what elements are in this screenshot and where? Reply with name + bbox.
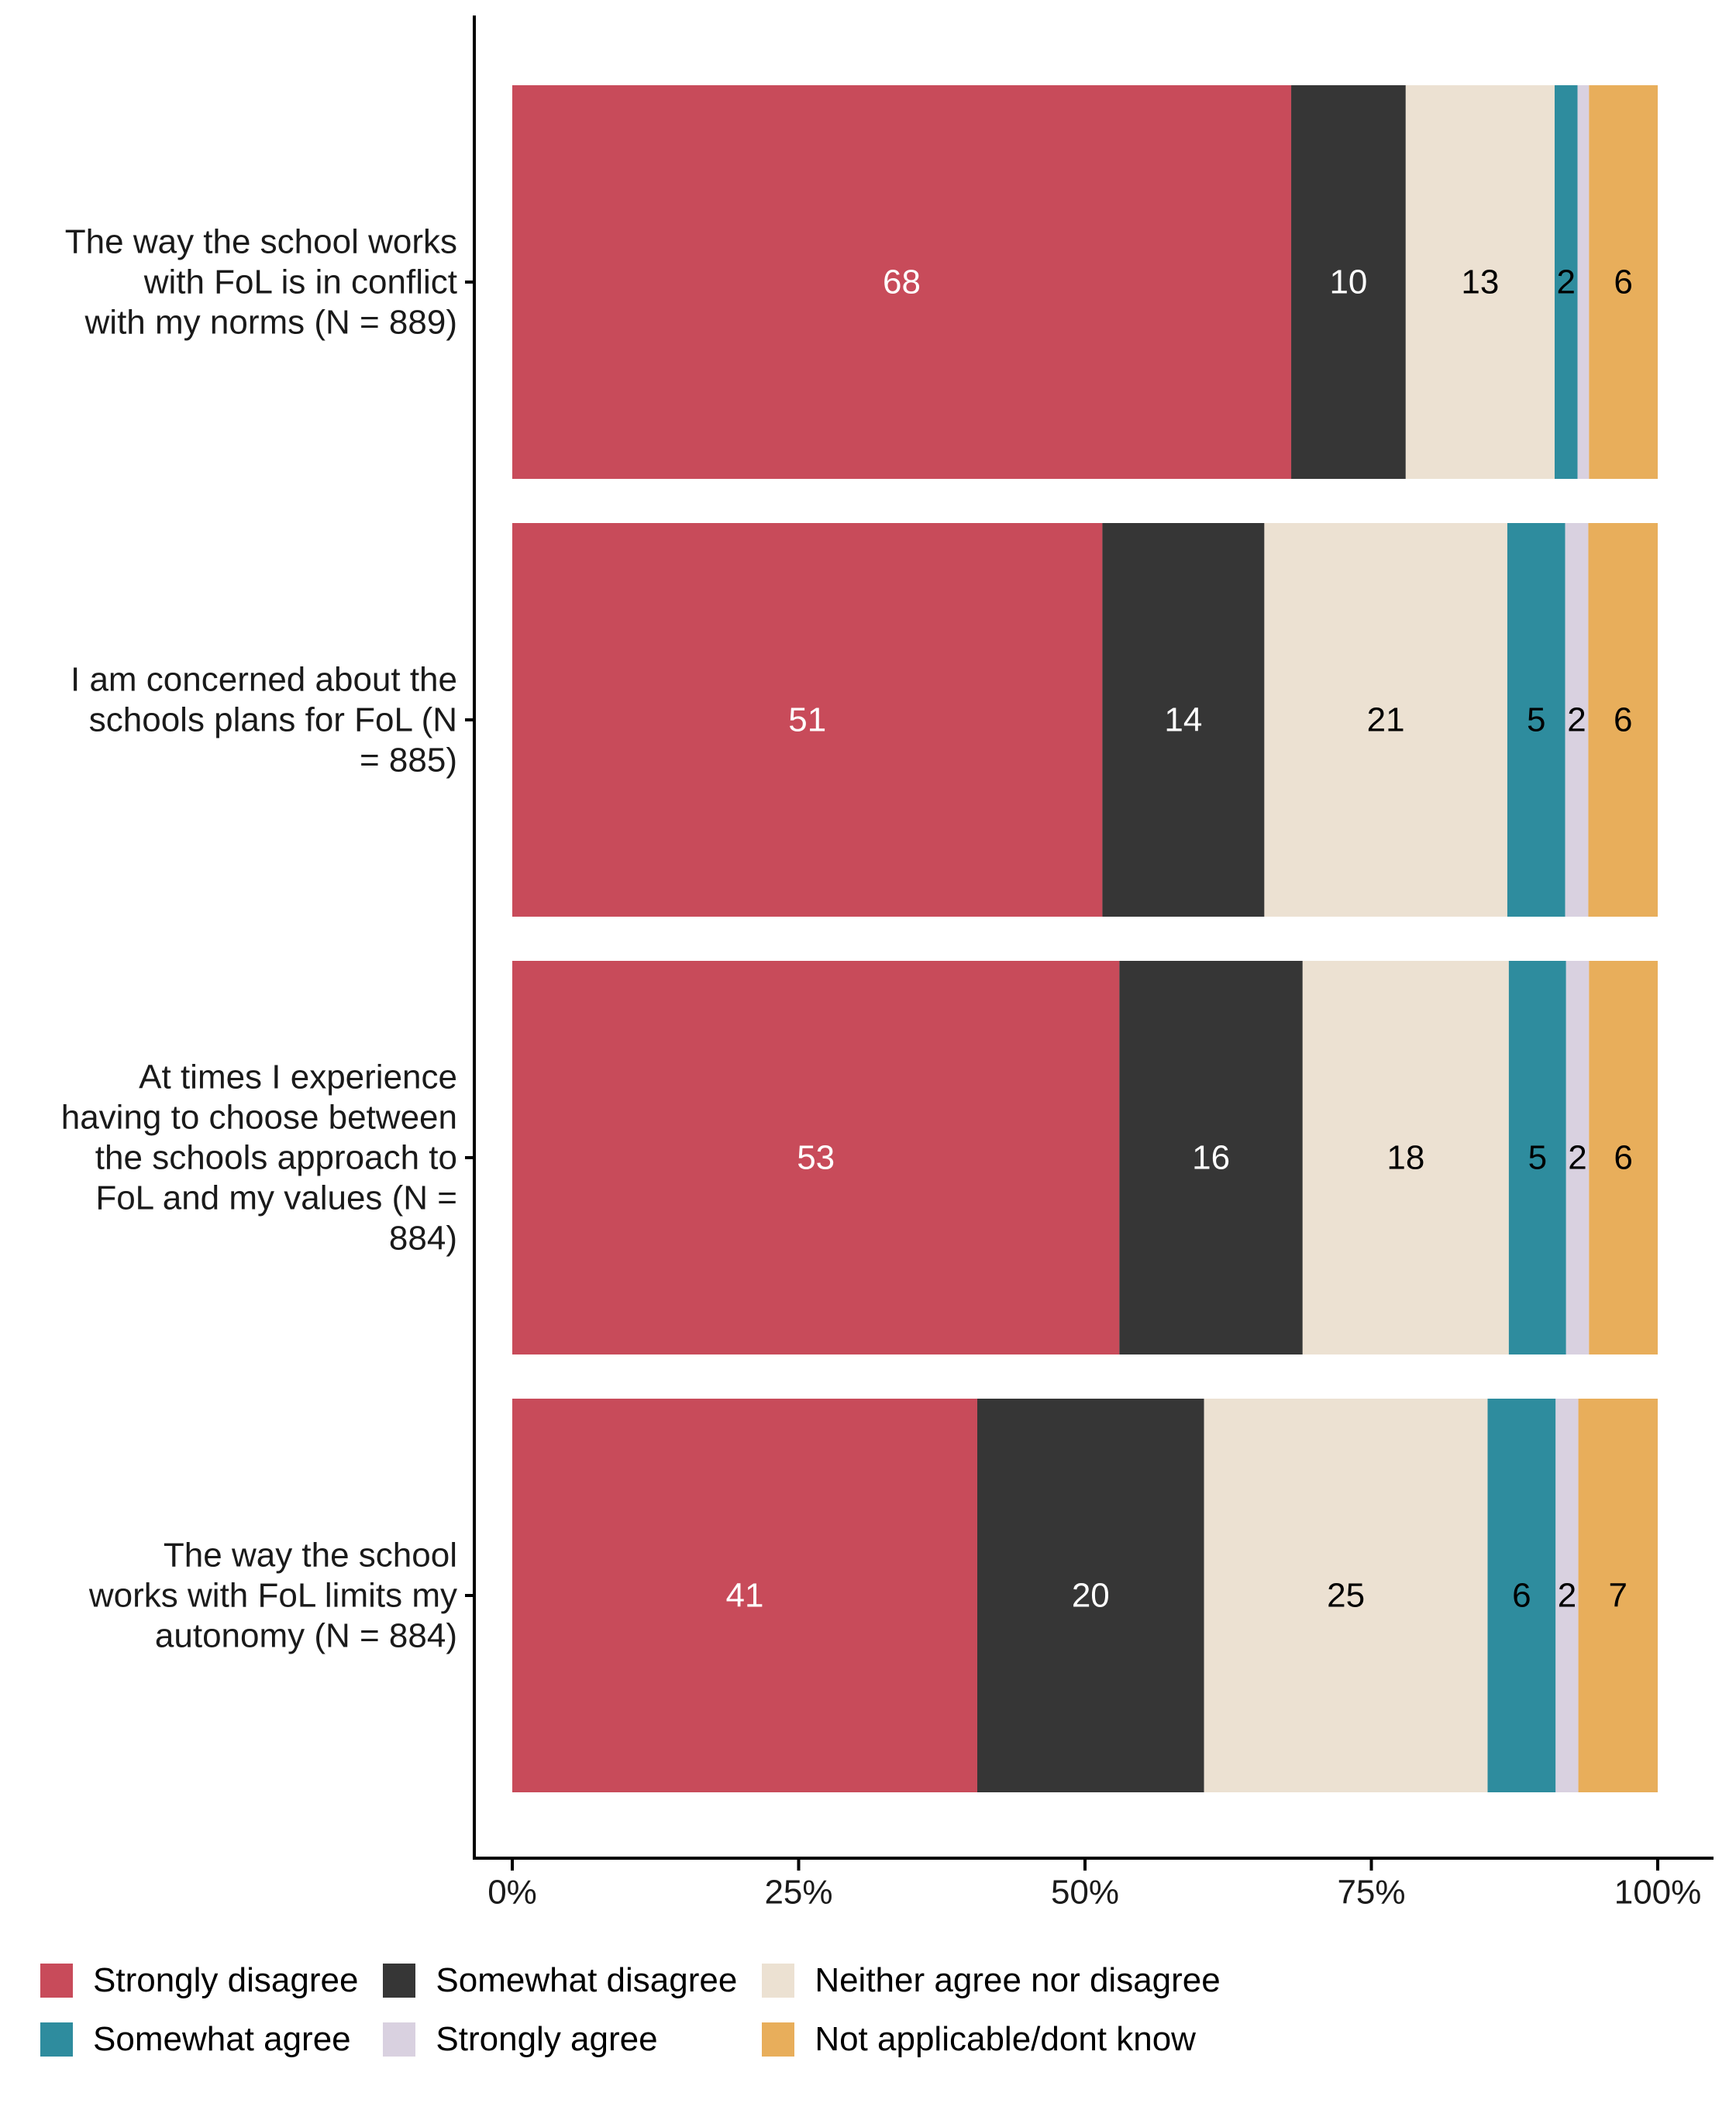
bar-segment-somewhat-disagree [1291,85,1406,479]
segment-value-label: 41 [726,1577,764,1615]
bar-segment-somewhat-disagree [976,1399,1204,1792]
legend: Strongly disagree Somewhat disagree Neithe… [40,1959,1231,2061]
bar-segment-not-applicable-dont-know [1588,523,1658,917]
bar-segment-somewhat-agree [1508,961,1566,1354]
legend-label: Somewhat agree [93,2020,351,2058]
legend-item: Somewhat agree [40,2018,369,2061]
legend-swatch [383,1964,416,1998]
segment-value-label: 68 [883,263,921,301]
x-ticks-layer: 0% 25% 50% 75% 100% [465,281,1702,1912]
bar-segment-strongly-agree [1566,961,1590,1354]
bar-segment-neither-agree-nor-disagree [1302,961,1509,1354]
bar-segment-neither-agree-nor-disagree [1204,1399,1488,1792]
bar-segment-somewhat-disagree [1119,961,1303,1354]
bar-segment-strongly-agree [1577,85,1590,479]
category-label-line: schools plans for FoL (N [89,701,457,739]
bar-segment-strongly-agree [1555,1399,1579,1792]
segment-value-label: 20 [1072,1577,1110,1615]
segment-value-label: 18 [1386,1139,1424,1177]
bar-segment-not-applicable-dont-know [1589,961,1658,1354]
legend-label: Not applicable/dont know [815,2020,1196,2058]
segment-value-label: 6 [1512,1577,1531,1615]
segment-value-label: 21 [1367,701,1405,739]
legend-label: Neither agree nor disagree [815,1961,1221,1999]
legend-item: Not applicable/dont know [762,2018,1231,2061]
bar-segment-strongly-disagree [512,961,1120,1354]
bar-segment-not-applicable-dont-know [1578,1399,1658,1792]
x-tick-label: 75% [1337,1874,1405,1912]
segment-value-label: 51 [788,701,826,739]
segment-value-label: 6 [1614,263,1632,301]
segment-value-label: 2 [1567,701,1586,739]
x-tick-label: 50% [1051,1874,1119,1912]
category-label: I am concerned about the schools plans fo… [71,661,457,780]
legend-item: Strongly agree [383,2018,748,2061]
segment-value-label: 6 [1614,1139,1632,1177]
bar-segment-somewhat-agree [1554,85,1578,479]
legend-label: Strongly agree [436,2020,658,2058]
category-label-line: At times I experience [139,1058,457,1096]
category-label-line: I am concerned about the [71,661,457,699]
category-label: The way the school works with FoL limits … [88,1537,457,1655]
bar-segment-neither-agree-nor-disagree [1264,523,1507,917]
legend-item: Somewhat disagree [383,1959,748,2002]
category-label-line: having to choose between [61,1099,457,1137]
bar-segment-strongly-disagree [512,1399,977,1792]
bars-layer [512,85,1658,1792]
category-label-line: the schools approach to [95,1139,457,1177]
category-label-line: FoL and my values (N = [95,1179,457,1217]
legend-item: Neither agree nor disagree [762,1959,1231,2002]
legend-swatch [762,1964,795,1998]
legend-swatch [40,1964,73,1998]
x-tick-label: 0% [487,1874,537,1912]
segment-value-label: 14 [1164,701,1202,739]
x-tick-label: 100% [1614,1874,1702,1912]
segment-value-label: 25 [1327,1577,1365,1615]
category-label-line: The way the school works [65,223,457,261]
bar-segment-not-applicable-dont-know [1589,85,1658,479]
category-label-line: The way the school [164,1537,457,1575]
legend-label: Strongly disagree [93,1961,359,1999]
x-tick-label: 25% [764,1874,832,1912]
segment-value-label: 5 [1528,1139,1547,1177]
segment-value-label: 53 [797,1139,835,1177]
category-label-line: 884) [389,1220,457,1258]
segment-value-label: 16 [1192,1139,1230,1177]
segment-value-label: 10 [1329,263,1367,301]
bar-segment-somewhat-agree [1507,523,1566,917]
segment-value-label: 2 [1568,1139,1586,1177]
segment-labels-layer: 68 10 13 2 651 14 21 5 2 653 16 18 5 2 641 20 25 6 2 7 [726,263,1633,1615]
legend-swatch [383,2022,416,2057]
legend-item: Strongly disagree [40,1959,369,2002]
category-label-line: with my norms (N = 889) [84,304,457,342]
segment-value-label: 2 [1557,263,1576,301]
axes-layer [473,15,1714,1860]
bar-segment-strongly-disagree [512,85,1292,479]
category-label: At times I experience having to choose be… [61,1058,457,1258]
category-label: The way the school works with FoL is in c… [65,223,457,342]
category-labels-layer: The way the school works with FoL is in c… [61,223,457,1655]
category-label-line: = 885) [360,742,457,780]
category-label-line: with FoL is in conflict [143,263,457,301]
segment-value-label: 2 [1558,1577,1576,1615]
category-label-line: works with FoL limits my [88,1577,457,1615]
bar-segment-somewhat-disagree [1102,523,1265,917]
legend-swatch [762,2022,795,2057]
bar-segment-strongly-disagree [512,523,1103,917]
bar-segment-neither-agree-nor-disagree [1405,85,1555,479]
legend-label: Somewhat disagree [436,1961,738,1999]
legend-swatch [40,2022,73,2057]
segment-value-label: 7 [1609,1577,1628,1615]
bar-segment-strongly-agree [1565,523,1589,917]
segment-value-label: 13 [1461,263,1499,301]
segment-value-label: 6 [1614,701,1632,739]
category-label-line: autonomy (N = 884) [155,1617,457,1655]
segment-value-label: 5 [1527,701,1545,739]
bar-segment-somewhat-agree [1487,1399,1556,1792]
